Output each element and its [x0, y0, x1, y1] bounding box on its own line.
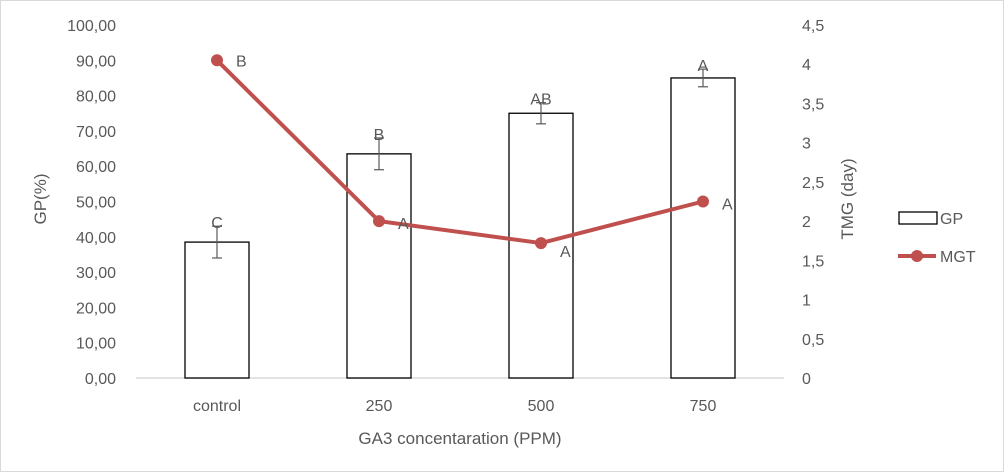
left-tick-label: 60,00: [76, 159, 116, 176]
legend: GP MGT: [898, 211, 976, 266]
category-label: 750: [690, 398, 717, 415]
left-tick-label: 90,00: [76, 53, 116, 70]
left-axis-title: GP(%): [31, 174, 50, 225]
mgt-line: [215, 58, 704, 246]
right-tick-label: 1: [802, 293, 811, 310]
mgt-marker: [535, 237, 547, 250]
gp-bar: [184, 241, 250, 379]
left-tick-label: 30,00: [76, 265, 116, 282]
left-tick-label: 10,00: [76, 336, 116, 353]
right-tick-label: 2: [802, 214, 811, 231]
left-tick-label: 70,00: [76, 124, 116, 141]
mgt-letter-label: A: [398, 216, 409, 233]
mgt-marker: [697, 195, 709, 208]
gp-bars: [184, 77, 736, 379]
right-tick-label: 1,5: [802, 253, 824, 270]
right-tick-label: 0,5: [802, 332, 824, 349]
gp-error-bars: [212, 68, 708, 259]
right-tick-label: 3,5: [802, 96, 824, 113]
category-label: control: [193, 398, 241, 415]
category-label: 500: [528, 398, 555, 415]
left-tick-label: 100,00: [67, 18, 116, 35]
right-tick-label: 4: [802, 57, 811, 74]
left-tick-label: 0,00: [85, 371, 116, 388]
gp-letter-label: B: [374, 127, 385, 144]
gp-letter-label: C: [211, 215, 223, 232]
gp-letter-labels: C B AB A: [211, 58, 708, 232]
right-tick-label: 0: [802, 371, 811, 388]
category-label: 250: [366, 398, 393, 415]
legend-gp-label: GP: [940, 211, 963, 228]
left-tick-label: 50,00: [76, 195, 116, 212]
gp-bar: [670, 77, 736, 379]
legend-gp-swatch: [898, 211, 938, 225]
gp-bar: [346, 153, 412, 379]
x-axis-title: GA3 concentaration (PPM): [358, 429, 561, 448]
legend-mgt-marker: [911, 250, 923, 262]
right-tick-label: 4,5: [802, 18, 824, 35]
legend-mgt-label: MGT: [940, 249, 976, 266]
right-axis-ticks: 0 0,5 1 1,5 2 2,5 3 3,5 4 4,5: [802, 18, 824, 388]
mgt-letter-label: A: [560, 244, 571, 261]
left-tick-label: 80,00: [76, 89, 116, 106]
right-axis-title: TMG (day): [838, 158, 857, 239]
mgt-marker: [373, 215, 385, 228]
gp-letter-label: AB: [530, 92, 551, 109]
mgt-letter-labels: B A A A: [236, 53, 733, 261]
mgt-letter-label: B: [236, 53, 247, 70]
left-tick-label: 20,00: [76, 300, 116, 317]
right-tick-label: 2,5: [802, 175, 824, 192]
gp-letter-label: A: [698, 58, 709, 75]
mgt-line-series: [211, 54, 709, 250]
mgt-marker: [211, 54, 223, 67]
right-tick-label: 3: [802, 136, 811, 153]
x-axis-ticks: control 250 500 750: [193, 398, 716, 415]
left-tick-label: 40,00: [76, 230, 116, 247]
mgt-letter-label: A: [722, 197, 733, 214]
left-axis-ticks: 0,00 10,00 20,00 30,00 40,00 50,00 60,00 70,00 8…: [67, 18, 116, 388]
